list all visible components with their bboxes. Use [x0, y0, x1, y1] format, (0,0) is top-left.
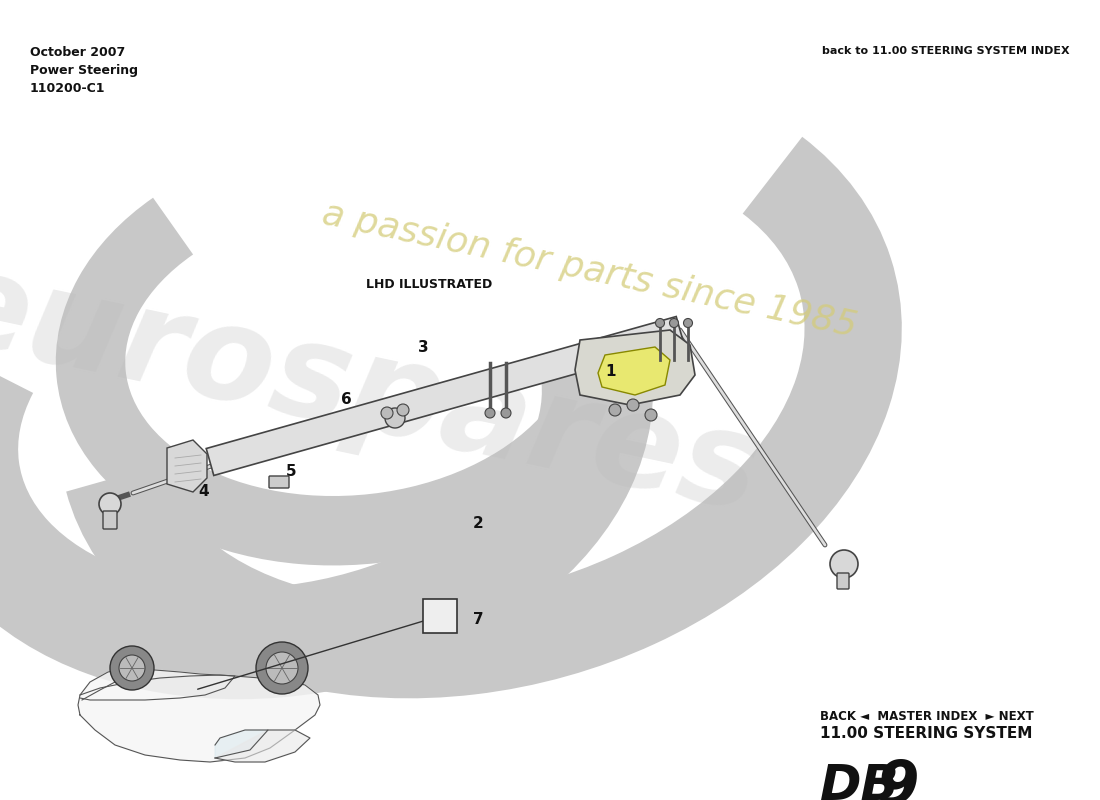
Circle shape — [500, 408, 512, 418]
Circle shape — [627, 399, 639, 411]
Polygon shape — [167, 440, 207, 492]
FancyBboxPatch shape — [424, 599, 456, 633]
FancyBboxPatch shape — [103, 511, 117, 529]
FancyBboxPatch shape — [270, 476, 289, 488]
Polygon shape — [214, 730, 310, 762]
Polygon shape — [575, 330, 695, 405]
Text: 1: 1 — [605, 365, 616, 379]
Polygon shape — [214, 730, 268, 758]
Circle shape — [830, 550, 858, 578]
Text: Power Steering: Power Steering — [30, 64, 138, 77]
Circle shape — [381, 407, 393, 419]
Text: 6: 6 — [341, 393, 352, 407]
Circle shape — [110, 646, 154, 690]
Text: 5: 5 — [286, 465, 297, 479]
Text: 9: 9 — [876, 758, 918, 800]
Polygon shape — [206, 317, 684, 475]
Circle shape — [119, 655, 145, 681]
Circle shape — [99, 493, 121, 515]
Text: 11.00 STEERING SYSTEM: 11.00 STEERING SYSTEM — [820, 726, 1033, 741]
Text: BACK ◄  MASTER INDEX  ► NEXT: BACK ◄ MASTER INDEX ► NEXT — [820, 710, 1034, 723]
Circle shape — [609, 404, 622, 416]
Circle shape — [385, 408, 405, 428]
Text: 3: 3 — [418, 341, 429, 355]
Text: eurospares: eurospares — [0, 241, 771, 539]
Text: 2: 2 — [473, 517, 484, 531]
FancyBboxPatch shape — [837, 573, 849, 589]
Text: 110200-C1: 110200-C1 — [30, 82, 106, 95]
Circle shape — [683, 318, 693, 327]
Circle shape — [256, 642, 308, 694]
Circle shape — [266, 652, 298, 684]
Text: LHD ILLUSTRATED: LHD ILLUSTRATED — [366, 278, 492, 290]
Circle shape — [485, 408, 495, 418]
Polygon shape — [598, 347, 670, 395]
Circle shape — [397, 404, 409, 416]
Text: 4: 4 — [198, 485, 209, 499]
Text: back to 11.00 STEERING SYSTEM INDEX: back to 11.00 STEERING SYSTEM INDEX — [823, 46, 1070, 56]
Text: 7: 7 — [473, 613, 484, 627]
Circle shape — [670, 318, 679, 327]
Polygon shape — [78, 668, 320, 762]
Text: October 2007: October 2007 — [30, 46, 125, 59]
Circle shape — [656, 318, 664, 327]
Circle shape — [645, 409, 657, 421]
Text: a passion for parts since 1985: a passion for parts since 1985 — [319, 197, 860, 343]
Text: DB: DB — [820, 762, 900, 800]
